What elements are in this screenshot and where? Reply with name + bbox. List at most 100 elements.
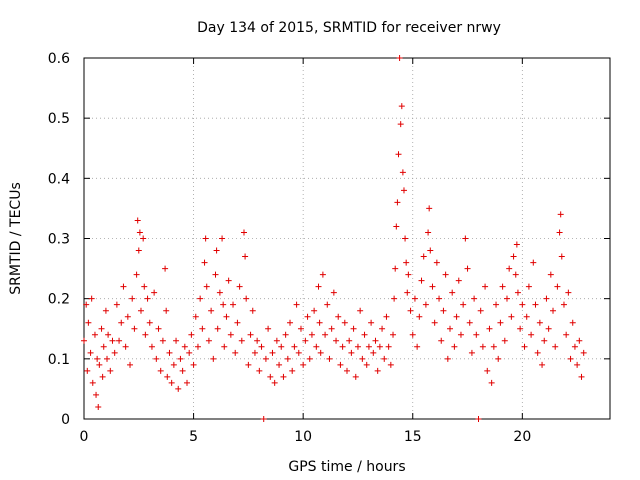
data-point [508, 313, 515, 320]
data-points [81, 55, 587, 422]
data-point [534, 349, 541, 356]
data-point [234, 319, 241, 326]
x-tick-label: 15 [404, 429, 422, 445]
data-point [397, 121, 404, 128]
data-point [173, 337, 180, 344]
data-point [547, 271, 554, 278]
data-point [91, 331, 98, 338]
data-point [102, 307, 109, 314]
y-tick-label: 0 [61, 412, 70, 428]
data-point [391, 295, 398, 302]
data-point [186, 349, 193, 356]
data-point [365, 343, 372, 350]
data-point [510, 253, 517, 260]
data-point [447, 325, 454, 332]
data-point [166, 349, 173, 356]
data-point [400, 187, 407, 194]
data-point [420, 253, 427, 260]
data-point [517, 325, 524, 332]
data-point [177, 355, 184, 362]
data-point [293, 301, 300, 308]
data-point [328, 325, 335, 332]
data-point [267, 373, 274, 380]
data-point [98, 325, 105, 332]
data-point [404, 289, 411, 296]
data-point [162, 265, 169, 272]
data-point [153, 355, 160, 362]
data-point [466, 319, 473, 326]
data-point [374, 367, 381, 374]
data-point [473, 331, 480, 338]
y-tick-label: 0.5 [48, 111, 70, 127]
data-point [175, 385, 182, 392]
data-point [127, 361, 134, 368]
data-point [341, 319, 348, 326]
data-point [381, 355, 388, 362]
data-point [324, 301, 331, 308]
data-point [550, 307, 557, 314]
data-point [402, 235, 409, 242]
data-point [346, 337, 353, 344]
data-point [409, 331, 416, 338]
data-point [205, 337, 212, 344]
data-point [385, 343, 392, 350]
data-point [471, 295, 478, 302]
data-point [247, 331, 254, 338]
y-axis-title: SRMTID / TECUs [8, 182, 24, 295]
data-point [333, 337, 340, 344]
data-point [462, 235, 469, 242]
data-point [457, 331, 464, 338]
data-point [442, 271, 449, 278]
data-point [530, 259, 537, 266]
data-point [490, 343, 497, 350]
data-point [109, 337, 116, 344]
data-point [93, 391, 100, 398]
data-point [578, 373, 585, 380]
data-point [135, 247, 142, 254]
data-point [88, 295, 95, 302]
data-point [359, 355, 366, 362]
data-point [249, 307, 256, 314]
data-point [89, 379, 96, 386]
data-point [513, 241, 520, 248]
data-point [567, 355, 574, 362]
data-point [523, 313, 530, 320]
x-axis-title: GPS time / hours [288, 459, 405, 475]
data-point [565, 289, 572, 296]
data-point [134, 217, 141, 224]
data-point [118, 319, 125, 326]
data-point [113, 301, 120, 308]
data-point [330, 289, 337, 296]
data-point [155, 325, 162, 332]
data-point [556, 229, 563, 236]
data-point [236, 283, 243, 290]
data-point [528, 331, 535, 338]
data-point [339, 343, 346, 350]
data-point [159, 337, 166, 344]
y-tick-label: 0.4 [48, 171, 70, 187]
data-point [506, 265, 513, 272]
data-point [398, 103, 405, 110]
data-point [197, 295, 204, 302]
data-point [392, 265, 399, 272]
data-point [104, 355, 111, 362]
data-point [84, 367, 91, 374]
data-point [163, 307, 170, 314]
data-point [433, 259, 440, 266]
data-point [335, 313, 342, 320]
data-point [300, 361, 307, 368]
data-point [316, 319, 323, 326]
data-point [311, 307, 318, 314]
data-point [416, 313, 423, 320]
data-point [124, 313, 131, 320]
data-point [287, 319, 294, 326]
data-point [363, 361, 370, 368]
data-point [422, 301, 429, 308]
data-point [295, 349, 302, 356]
data-point [361, 331, 368, 338]
data-point [136, 229, 143, 236]
data-point [105, 331, 112, 338]
data-point [232, 349, 239, 356]
data-point [212, 271, 219, 278]
data-point [399, 169, 406, 176]
